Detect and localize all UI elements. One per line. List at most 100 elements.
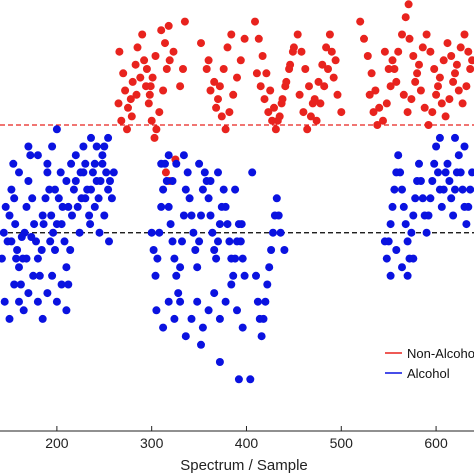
alcohol-point	[458, 185, 467, 194]
data-points	[0, 0, 474, 384]
non-alcohol-point	[264, 108, 273, 117]
alcohol-point	[24, 142, 33, 151]
alcohol-point	[409, 211, 418, 220]
non-alcohol-point	[451, 69, 459, 78]
alcohol-point	[179, 211, 188, 220]
alcohol-point	[430, 159, 439, 168]
alcohol-point	[380, 237, 389, 246]
non-alcohol-point	[233, 73, 241, 82]
non-alcohol-point	[443, 39, 452, 48]
alcohol-point	[265, 263, 274, 272]
alcohol-point	[464, 202, 473, 211]
non-alcohol-point	[256, 82, 265, 91]
non-alcohol-point	[227, 30, 236, 39]
alcohol-point	[261, 297, 270, 306]
non-alcohol-point	[176, 82, 185, 91]
non-alcohol-point	[322, 43, 331, 52]
non-alcohol-point	[126, 95, 135, 104]
alcohol-point	[432, 142, 441, 151]
alcohol-point	[106, 177, 114, 185]
non-alcohol-point	[320, 82, 329, 91]
non-alcohol-point	[415, 60, 423, 69]
non-alcohol-point	[145, 90, 154, 99]
non-alcohol-point	[159, 86, 168, 95]
alcohol-point	[48, 142, 57, 151]
non-alcohol-point	[150, 133, 159, 142]
alcohol-point	[451, 185, 459, 194]
non-alcohol-point	[297, 47, 306, 56]
non-alcohol-point	[466, 65, 474, 73]
alcohol-point	[33, 151, 42, 160]
alcohol-point	[248, 168, 257, 177]
non-alcohol-point	[369, 108, 378, 117]
alcohol-point	[206, 177, 215, 185]
alcohol-point	[206, 211, 215, 220]
non-alcohol-point	[206, 86, 215, 95]
non-alcohol-point	[225, 108, 234, 117]
alcohol-point	[392, 246, 401, 254]
alcohol-point	[38, 211, 47, 220]
alcohol-point	[238, 323, 247, 332]
non-alcohol-point	[379, 116, 387, 125]
alcohol-point	[468, 168, 474, 177]
non-alcohol-point	[390, 65, 399, 73]
non-alcohol-point	[416, 86, 425, 95]
alcohol-point	[441, 168, 450, 177]
non-alcohol-point	[251, 17, 259, 26]
non-alcohol-point	[215, 82, 224, 91]
non-alcohol-point	[434, 82, 442, 91]
non-alcohol-point	[398, 30, 406, 39]
alcohol-point	[52, 125, 61, 134]
alcohol-point	[96, 177, 105, 185]
non-alcohol-point	[460, 30, 469, 39]
alcohol-point	[183, 168, 192, 177]
alcohol-point	[56, 168, 65, 177]
alcohol-point	[37, 246, 46, 254]
alcohol-point	[33, 297, 42, 306]
non-alcohol-point	[180, 17, 189, 26]
non-alcohol-point	[394, 47, 403, 56]
alcohol-point	[149, 246, 158, 254]
alcohol-point	[22, 254, 31, 263]
alcohol-point	[439, 185, 448, 194]
alcohol-point	[64, 202, 73, 211]
alcohol-point	[47, 211, 56, 220]
alcohol-point	[246, 375, 255, 384]
alcohol-point	[418, 194, 427, 203]
non-alcohol-point	[428, 108, 437, 117]
alcohol-point	[88, 168, 97, 177]
alcohol-point	[162, 177, 171, 185]
non-alcohol-point	[236, 56, 245, 65]
alcohol-point	[263, 280, 272, 289]
non-alcohol-point	[432, 90, 441, 99]
non-alcohol-point	[333, 90, 342, 99]
non-alcohol-point	[439, 56, 448, 65]
non-alcohol-point	[212, 103, 221, 112]
alcohol-point	[259, 314, 268, 323]
x-tick-label: 500	[330, 435, 354, 451]
non-alcohol-point	[140, 56, 149, 65]
non-alcohol-point	[437, 99, 446, 108]
alcohol-point	[109, 168, 118, 177]
alcohol-point	[191, 246, 200, 254]
alcohol-point	[269, 228, 277, 237]
non-alcohol-point	[197, 39, 205, 48]
alcohol-point	[104, 133, 113, 142]
alcohol-point	[92, 142, 101, 151]
alcohol-point	[17, 233, 26, 241]
non-alcohol-point	[221, 125, 230, 134]
alcohol-point	[462, 220, 471, 229]
non-alcohol-point	[337, 108, 346, 117]
alcohol-point	[398, 263, 406, 272]
legend-label-alcohol: Alcohol	[407, 366, 450, 381]
alcohol-point	[24, 177, 33, 185]
alcohol-point	[107, 194, 116, 203]
x-tick-label: 300	[140, 435, 164, 451]
non-alcohol-point	[380, 47, 389, 56]
alcohol-point	[64, 280, 73, 289]
alcohol-point	[210, 289, 219, 298]
alcohol-point	[52, 297, 61, 306]
non-alcohol-point	[266, 86, 275, 95]
non-alcohol-point	[132, 90, 141, 99]
alcohol-point	[208, 228, 217, 237]
